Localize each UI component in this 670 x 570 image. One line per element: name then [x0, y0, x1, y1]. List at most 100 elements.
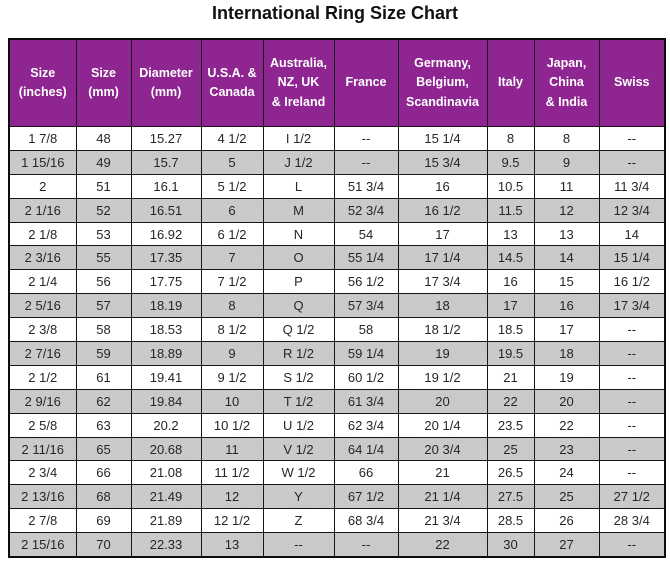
table-cell: 51 — [75, 173, 132, 199]
table-cell: 48 — [75, 126, 132, 151]
table-cell: 12 3/4 — [598, 197, 666, 223]
table-cell: 18.53 — [130, 317, 202, 343]
table-cell: 2 5/8 — [8, 412, 77, 438]
table-header: Size (inches) Size (mm) Diameter (mm) U.S.A… — [8, 38, 666, 127]
table-row: 2 5/8 63 20.2 10 1/2 U 1/2 62 3/4 20 1/4 23.5 22… — [8, 412, 666, 438]
table-cell: 19 — [533, 364, 600, 390]
table-cell: 10.5 — [486, 173, 535, 199]
table-cell: 60 1/2 — [333, 364, 399, 390]
table-cell: 18.5 — [486, 317, 535, 343]
column-header: Japan, China & India — [533, 38, 600, 127]
table-cell: 28 3/4 — [598, 508, 666, 534]
table-cell: -- — [598, 317, 666, 343]
table-cell: 22.33 — [130, 532, 202, 558]
table-cell: 19.41 — [130, 364, 202, 390]
table-row: 2 3/16 55 17.35 7 O 55 1/4 17 1/4 14.5 14 15 1/4 — [8, 245, 666, 271]
table-cell: 19 — [397, 341, 488, 366]
table-cell: 6 — [200, 197, 264, 223]
table-cell: 13 — [200, 532, 264, 558]
table-cell: 22 — [486, 388, 535, 414]
table-cell: 52 — [75, 197, 132, 223]
table-cell: 16 — [486, 269, 535, 295]
table-cell: 26 — [533, 508, 600, 534]
table-cell: 54 — [333, 221, 399, 247]
table-cell: 16 — [533, 293, 600, 319]
table-row: 2 15/16 70 22.33 13 -- -- 22 30 27 -- — [8, 532, 666, 558]
table-cell: 20.2 — [130, 412, 202, 438]
table-cell: 57 — [75, 293, 132, 319]
table-cell: 18 — [533, 341, 600, 366]
table-cell: 56 1/2 — [333, 269, 399, 295]
table-cell: 49 — [75, 149, 132, 175]
table-row: 2 9/16 62 19.84 10 T 1/2 61 3/4 20 22 20 -- — [8, 388, 666, 414]
table-cell: -- — [598, 126, 666, 151]
table-cell: 9.5 — [486, 149, 535, 175]
table-cell: R 1/2 — [262, 341, 335, 366]
page-title: International Ring Size Chart — [211, 3, 459, 23]
table-cell: 2 1/16 — [8, 197, 77, 223]
table-cell: 2 1/8 — [8, 221, 77, 247]
table-cell: 18.89 — [130, 341, 202, 366]
table-cell: 51 3/4 — [333, 173, 399, 199]
table-cell: 11 — [533, 173, 600, 199]
table-cell: N — [262, 221, 335, 247]
table-cell: 9 1/2 — [200, 364, 264, 390]
table-cell: 11 1/2 — [200, 460, 264, 486]
table-cell: 22 — [397, 532, 488, 558]
table-cell: U 1/2 — [262, 412, 335, 438]
table-cell: 11 3/4 — [598, 173, 666, 199]
table-cell: S 1/2 — [262, 364, 335, 390]
table-cell: 26.5 — [486, 460, 535, 486]
table-cell: 52 3/4 — [333, 197, 399, 223]
table-cell: 15 1/4 — [397, 126, 488, 151]
table-cell: 66 — [333, 460, 399, 486]
table-cell: 21 3/4 — [397, 508, 488, 534]
table-cell: 64 1/4 — [333, 436, 399, 462]
table-cell: 17 — [533, 317, 600, 343]
table-cell: 6 1/2 — [200, 221, 264, 247]
table-cell: 27.5 — [486, 484, 535, 510]
table-cell: 12 1/2 — [200, 508, 264, 534]
table-cell: 61 — [75, 364, 132, 390]
table-cell: 56 — [75, 269, 132, 295]
table-cell: 8 — [533, 126, 600, 151]
table-cell: 18 — [397, 293, 488, 319]
ring-size-table: Size (inches) Size (mm) Diameter (mm) U.S.A… — [8, 38, 666, 559]
table-cell: 13 — [486, 221, 535, 247]
column-header: Swiss — [598, 38, 666, 127]
table-cell: 16 1/2 — [397, 197, 488, 223]
table-cell: L — [262, 173, 335, 199]
table-cell: 15.7 — [130, 149, 202, 175]
table-row: 2 11/16 65 20.68 11 V 1/2 64 1/4 20 3/4 25 23 -- — [8, 436, 666, 462]
table-cell: 23 — [533, 436, 600, 462]
table-cell: J 1/2 — [262, 149, 335, 175]
table-cell: 12 — [533, 197, 600, 223]
table-cell: -- — [333, 126, 399, 151]
table-cell: 14 — [533, 245, 600, 271]
table-cell: 70 — [75, 532, 132, 558]
table-cell: M — [262, 197, 335, 223]
table-cell: 67 1/2 — [333, 484, 399, 510]
table-cell: 17 3/4 — [397, 269, 488, 295]
table-cell: Y — [262, 484, 335, 510]
table-cell: 1 15/16 — [8, 149, 77, 175]
table-cell: 66 — [75, 460, 132, 486]
table-cell: 16.1 — [130, 173, 202, 199]
table-cell: 9 — [533, 149, 600, 175]
table-cell: W 1/2 — [262, 460, 335, 486]
table-cell: 2 7/8 — [8, 508, 77, 534]
table-cell: 15.27 — [130, 126, 202, 151]
table-cell: 17 — [397, 221, 488, 247]
table-cell: 10 1/2 — [200, 412, 264, 438]
table-cell: 21.08 — [130, 460, 202, 486]
column-header: Size (inches) — [8, 38, 77, 127]
table-cell: 23.5 — [486, 412, 535, 438]
table-cell: -- — [598, 341, 666, 366]
table-cell: 18 1/2 — [397, 317, 488, 343]
table-cell: 17 1/4 — [397, 245, 488, 271]
table-cell: 2 9/16 — [8, 388, 77, 414]
table-row: 2 3/4 66 21.08 11 1/2 W 1/2 66 21 26.5 24 -- — [8, 460, 666, 486]
table-cell: 8 — [200, 293, 264, 319]
table-cell: 14.5 — [486, 245, 535, 271]
table-cell: -- — [333, 149, 399, 175]
